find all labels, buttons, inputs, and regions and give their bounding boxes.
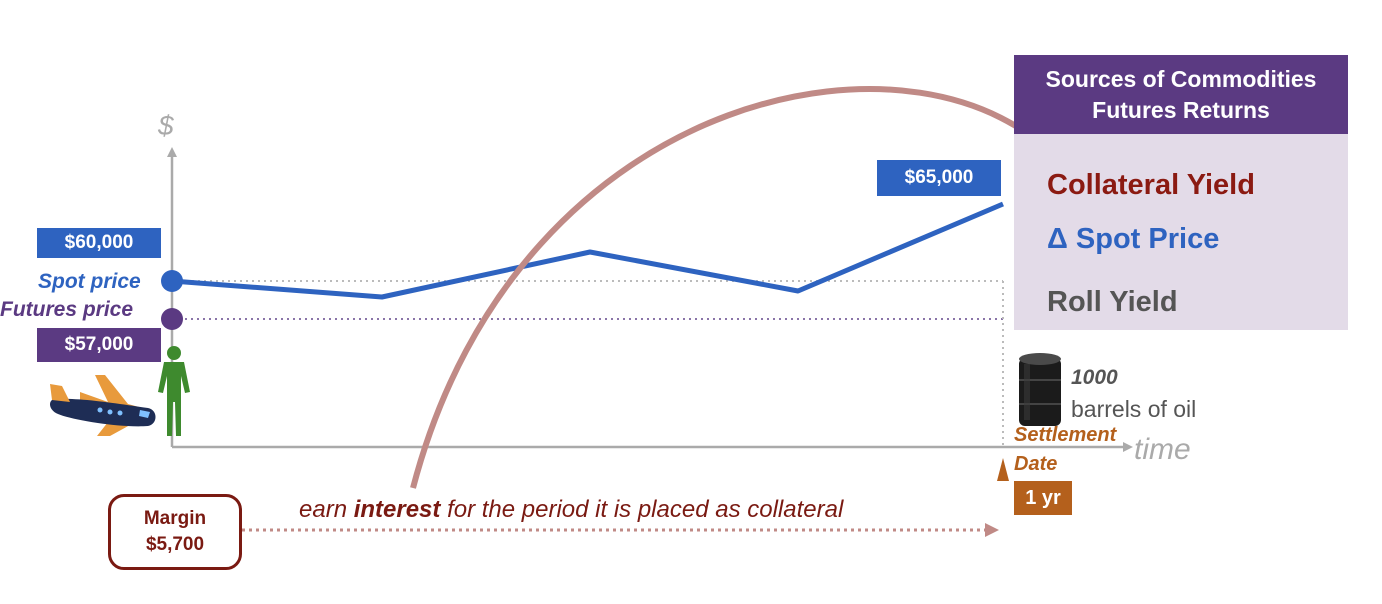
spot-price-line: [171, 201, 1004, 300]
interest-note-prefix: earn: [299, 496, 354, 523]
interest-note-suffix: for the period it is placed as collatera…: [440, 496, 844, 523]
margin-label: Margin: [143, 508, 207, 529]
futures-price-marker: [161, 308, 183, 330]
spot-price-marker: [161, 270, 183, 292]
oil-barrel-icon: [1019, 353, 1061, 426]
spot-price-label: Spot price: [38, 270, 141, 293]
barrel-quantity: 1000: [1071, 366, 1118, 389]
airplane-icon: [50, 375, 156, 436]
interest-note-keyword: interest: [353, 496, 441, 523]
spot-price-change-label: Δ Spot Price: [1047, 223, 1220, 255]
x-axis-label: time: [1134, 433, 1191, 466]
returns-sources-title-line2: Futures Returns: [1092, 96, 1270, 123]
person-icon: [158, 346, 190, 436]
interest-note: earn interest for the period it is place…: [299, 496, 843, 524]
settlement-label-line2: Date: [1014, 453, 1058, 475]
y-axis-symbol: $: [158, 110, 174, 141]
margin-box: Margin $5,700: [108, 494, 242, 570]
returns-sources-title: Sources of Commodities Futures Returns: [1014, 55, 1348, 134]
spot-end-price-tag: $65,000: [877, 160, 1001, 196]
spot-start-price-tag: $60,000: [37, 228, 161, 258]
settlement-term-tag: 1 yr: [1014, 481, 1072, 515]
barrel-unit: barrels of oil: [1071, 396, 1197, 422]
interest-arc-arrow: [410, 86, 1078, 489]
returns-sources-panel: [1014, 134, 1348, 330]
settlement-marker: [997, 458, 1009, 481]
futures-price-tag: $57,000: [37, 328, 161, 362]
settlement-label-line1: Settlement: [1014, 424, 1117, 446]
futures-price-label: Futures price: [0, 298, 134, 321]
roll-yield-label: Roll Yield: [1047, 286, 1178, 318]
returns-sources-title-line1: Sources of Commodities: [1045, 65, 1317, 92]
collateral-yield-label: Collateral Yield: [1047, 169, 1255, 201]
margin-amount: $5,700: [145, 534, 205, 555]
